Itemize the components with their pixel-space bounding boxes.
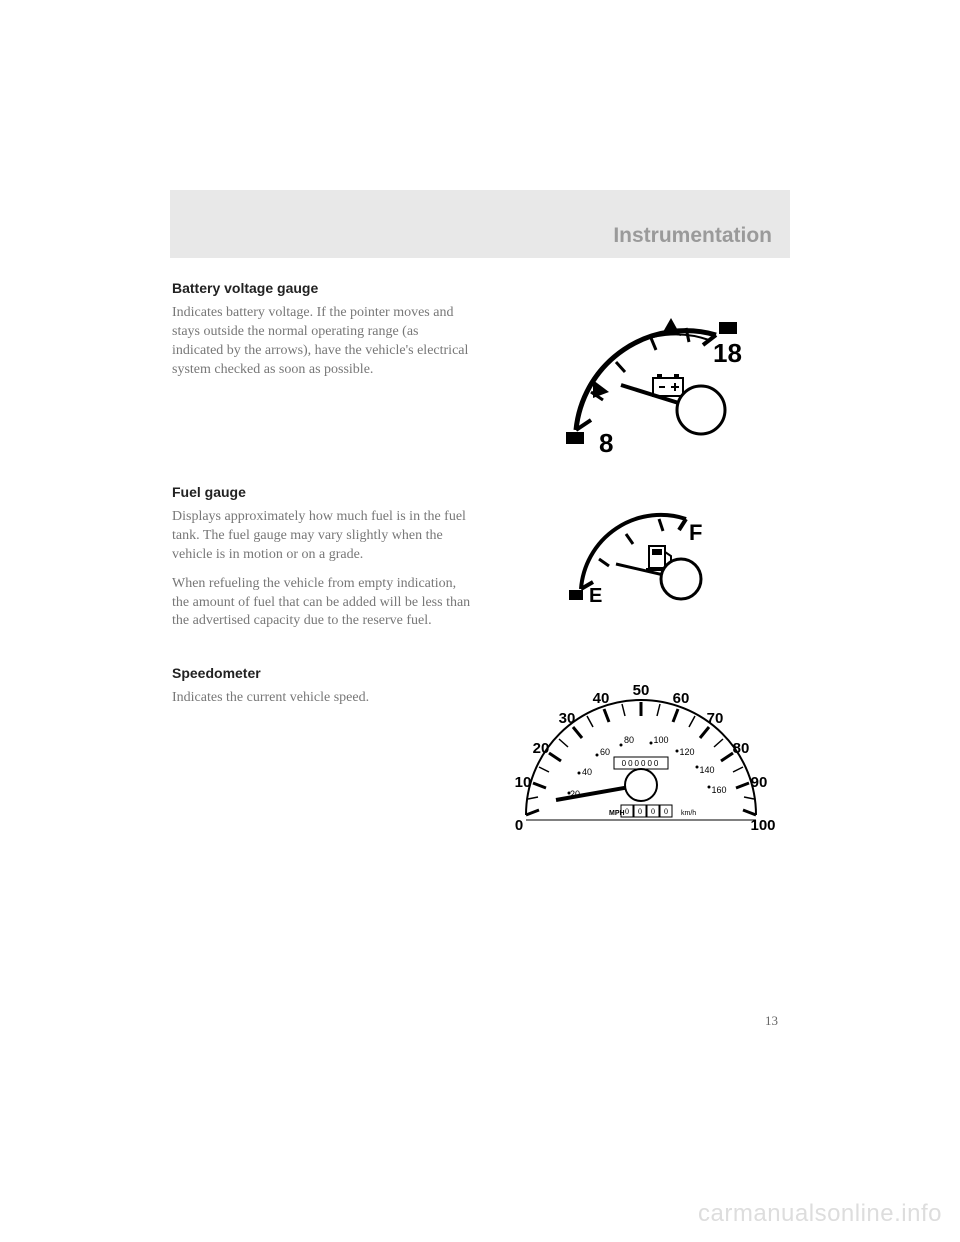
speedo-tick-0: 0 [515,817,523,834]
speedo-inner-40: 40 [582,767,592,777]
speedo-inner-80: 80 [624,735,634,745]
speedo-tick-20: 20 [533,740,550,757]
speedo-tick-50: 50 [633,682,650,699]
speedo-tick-40: 40 [593,690,610,707]
speedo-tick-80: 80 [733,740,750,757]
speedo-inner-120: 120 [679,747,694,757]
speedo-tick-70: 70 [707,710,724,727]
battery-low-label: 8 [599,428,613,458]
section-title: Instrumentation [613,224,772,248]
kmh-label: km/h [681,810,696,817]
svg-text:0: 0 [651,807,655,816]
fuel-full-label: F [689,520,702,545]
watermark: carmanualsonline.info [698,1200,942,1228]
speedometer-figure: 0 10 20 30 40 50 60 70 80 90 100 [501,665,781,845]
svg-text:0: 0 [638,807,642,816]
fuel-text-2: When refueling the vehicle from empty in… [172,575,472,632]
fuel-text-1: Displays approximately how much fuel is … [172,508,472,565]
speedo-tick-60: 60 [673,690,690,707]
page-number: 13 [765,1013,778,1029]
battery-heading: Battery voltage gauge [172,280,472,296]
speedo-inner-160: 160 [711,785,726,795]
speedo-inner-60: 60 [600,747,610,757]
svg-text:0: 0 [625,807,629,816]
speedo-tick-90: 90 [751,774,768,791]
content-area: Battery voltage gauge Indicates battery … [170,280,790,845]
speedo-inner-100: 100 [653,735,668,745]
speedo-text: Indicates the current vehicle speed. [172,689,472,708]
speedo-tick-30: 30 [559,710,576,727]
battery-text: Indicates battery voltage. If the pointe… [172,304,472,380]
battery-high-label: 18 [713,338,742,368]
section-battery: Battery voltage gauge Indicates battery … [172,280,790,460]
section-fuel: Fuel gauge Displays approximately how mu… [172,484,790,641]
svg-text:0: 0 [664,807,668,816]
page-container: Instrumentation Battery voltage gauge In… [170,190,790,869]
speedo-heading: Speedometer [172,665,472,681]
speedo-inner-140: 140 [699,765,714,775]
battery-gauge-figure: 8 18 [521,280,761,460]
section-speedometer: Speedometer Indicates the current vehicl… [172,665,790,845]
fuel-heading: Fuel gauge [172,484,472,500]
fuel-gauge-figure: F E [541,484,741,624]
mph-label: MPH [609,810,625,817]
fuel-empty-label: E [589,585,602,607]
speedo-tick-10: 10 [515,774,532,791]
odometer: 000000 [622,759,661,768]
header-bar: Instrumentation [170,190,790,258]
trip-meter: 0 0 0 0 [621,805,672,817]
